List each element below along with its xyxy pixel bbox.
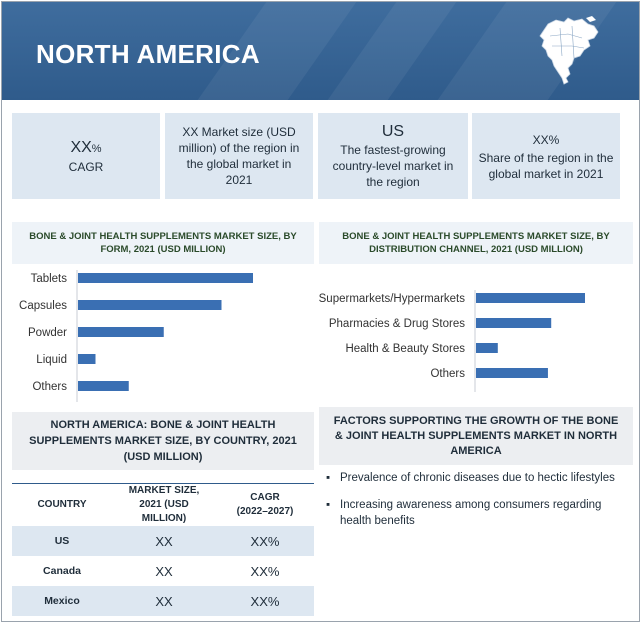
kpi-cagr-label: CAGR [68, 159, 104, 174]
channel-bar-chart: Supermarkets/Hypermarkets Pharmacies & Dr… [319, 290, 585, 392]
list-item: ▪ Prevalence of chronic diseases due to … [326, 470, 626, 486]
factors-list: ▪ Prevalence of chronic diseases due to … [326, 470, 626, 540]
category-label: Tablets [31, 273, 68, 285]
category-label: Powder [28, 327, 67, 339]
country-table: COUNTRY MARKET SIZE, 2021 (USD MILLION) … [12, 483, 314, 616]
region-title: NORTH AMERICA [36, 39, 260, 69]
row-market-size: XX [112, 586, 216, 616]
form-bar-chart: Tablets Capsules Powder Liquid Others [19, 270, 253, 402]
header-cagr: CAGR (2022–2027) [216, 483, 314, 526]
list-item: ▪ Increasing awareness among consumers r… [326, 497, 626, 529]
bar-others [476, 368, 548, 378]
country-table-title: NORTH AMERICA: BONE & JOINT HEALTH SUPPL… [12, 412, 314, 470]
row-country: Mexico [12, 586, 112, 616]
row-cagr: XX% [216, 586, 314, 616]
kpi-fastest-growing-label: The fastest-growing country-level market… [332, 143, 454, 189]
row-country: Canada [43, 565, 81, 577]
kpi-market-size-label: XX Market size (USD million) of the regi… [178, 125, 300, 187]
bar-supermarkets-hypermarkets [476, 293, 585, 303]
bar-liquid [78, 354, 96, 364]
category-label: Supermarkets/Hypermarkets [319, 293, 466, 305]
channel-chart-title: BONE & JOINT HEALTH SUPPLEMENTS MARKET S… [319, 222, 633, 264]
kpi-fastest-growing: US The fastest-growing country-level mar… [318, 113, 468, 199]
row-cagr: XX% [216, 526, 314, 556]
kpi-market-size: XX Market size (USD million) of the regi… [165, 113, 313, 199]
bullet-icon: ▪ [326, 472, 331, 484]
bar-health-beauty-stores [476, 343, 498, 353]
factors-title: FACTORS SUPPORTING THE GROWTH OF THE BON… [319, 407, 633, 465]
header-country: COUNTRY [12, 483, 112, 526]
bar-pharmacies-drug-stores [476, 318, 552, 328]
kpi-region-share-label: Share of the region in the global market… [478, 151, 614, 181]
kpi-cagr-value: XX% [70, 138, 102, 156]
bar-capsules [78, 300, 222, 310]
header-market-size: MARKET SIZE, 2021 (USD MILLION) [112, 483, 216, 526]
region-banner: NORTH AMERICA [2, 2, 639, 100]
table-row: Mexico XX XX% [12, 586, 314, 616]
bullet-icon: ▪ [326, 499, 331, 511]
kpi-cagr: XX% CAGR [12, 113, 160, 199]
category-label: Pharmacies & Drug Stores [329, 318, 465, 330]
bar-tablets [78, 273, 253, 283]
kpi-region-share: XX% Share of the region in the global ma… [472, 113, 620, 199]
category-label: Others [430, 368, 465, 380]
row-country: US [12, 526, 112, 556]
row-market-size: XX [155, 563, 173, 579]
category-label: Capsules [19, 300, 67, 312]
factor-text: Increasing awareness among consumers reg… [340, 499, 602, 527]
table-header-row: COUNTRY MARKET SIZE, 2021 (USD MILLION) … [12, 483, 314, 526]
factor-text: Prevalence of chronic diseases due to he… [340, 472, 615, 484]
category-label: Health & Beauty Stores [345, 343, 465, 355]
kpi-region-share-value: XX% [532, 133, 560, 147]
row-cagr: XX% [250, 563, 280, 579]
form-chart-title: BONE & JOINT HEALTH SUPPLEMENTS MARKET S… [12, 222, 314, 264]
category-label: Others [32, 381, 67, 393]
north-america-map-icon [539, 16, 599, 85]
row-market-size: XX [112, 526, 216, 556]
table-row: US XX XX% [12, 526, 314, 556]
category-label: Liquid [36, 354, 67, 366]
bar-others [78, 381, 129, 391]
bar-powder [78, 327, 164, 337]
kpi-fastest-growing-value: US [381, 123, 405, 140]
table-row: Canada XX XX% [12, 556, 314, 586]
